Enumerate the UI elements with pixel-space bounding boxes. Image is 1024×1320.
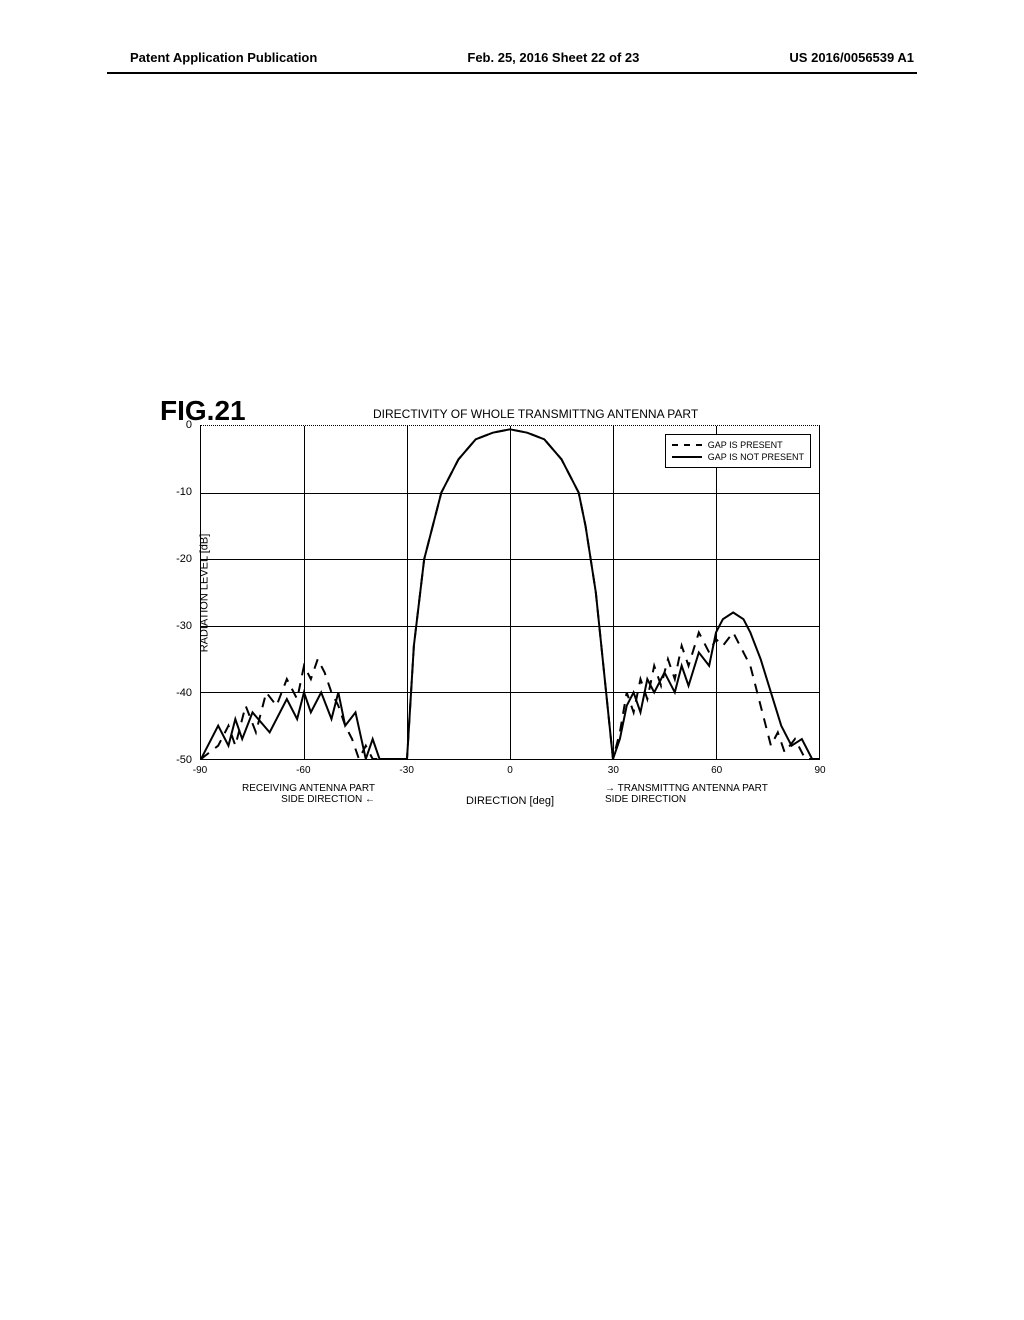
curve-gap-present xyxy=(201,429,819,759)
chart-curves xyxy=(201,426,819,759)
header-left: Patent Application Publication xyxy=(130,50,317,65)
y-tick-label: -10 xyxy=(176,486,192,498)
header-divider xyxy=(107,72,917,74)
legend-label: GAP IS NOT PRESENT xyxy=(708,452,804,462)
x-tick-label: -60 xyxy=(296,765,310,776)
chart-title: DIRECTIVITY OF WHOLE TRANSMITTNG ANTENNA… xyxy=(373,407,698,421)
header-center: Feb. 25, 2016 Sheet 22 of 23 xyxy=(467,50,639,65)
x-sublabel-left: RECEIVING ANTENNA PART SIDE DIRECTION ← xyxy=(242,783,375,805)
y-tick-label: -40 xyxy=(176,687,192,699)
x-sublabel-right: → TRANSMITTNG ANTENNA PART SIDE DIRECTIO… xyxy=(605,783,768,805)
legend-item: GAP IS NOT PRESENT xyxy=(672,451,804,463)
y-tick-label: -50 xyxy=(176,754,192,766)
x-tick-label: 90 xyxy=(814,765,825,776)
y-tick-label: -30 xyxy=(176,620,192,632)
x-tick-label: -30 xyxy=(399,765,413,776)
chart: GAP IS PRESENT GAP IS NOT PRESENT 0 -10 … xyxy=(200,425,820,760)
page-header: Patent Application Publication Feb. 25, … xyxy=(0,50,1024,65)
arrow-right-icon: → xyxy=(605,783,615,794)
y-axis-label: RADIATION LEVEL [dB] xyxy=(198,533,210,652)
legend-swatch-solid xyxy=(672,456,702,458)
header-right: US 2016/0056539 A1 xyxy=(789,50,914,65)
x-tick-label: 30 xyxy=(608,765,619,776)
figure-label: FIG.21 xyxy=(160,395,246,427)
x-tick-label: 60 xyxy=(711,765,722,776)
x-tick-label: 0 xyxy=(507,765,513,776)
x-sublabel-left-line2: SIDE DIRECTION ← xyxy=(242,794,375,805)
legend-item: GAP IS PRESENT xyxy=(672,439,804,451)
arrow-left-icon: ← xyxy=(365,794,375,805)
x-sublabel-right-line2: SIDE DIRECTION xyxy=(605,794,768,805)
x-sublabel-right-line1: → TRANSMITTNG ANTENNA PART xyxy=(605,783,768,794)
legend-swatch-dashed xyxy=(672,444,702,446)
legend: GAP IS PRESENT GAP IS NOT PRESENT xyxy=(665,434,811,468)
y-tick-label: 0 xyxy=(186,419,192,431)
x-axis-label: DIRECTION [deg] xyxy=(466,795,554,807)
plot-area: GAP IS PRESENT GAP IS NOT PRESENT xyxy=(200,425,820,760)
legend-label: GAP IS PRESENT xyxy=(708,440,783,450)
curve-gap-not-present xyxy=(201,429,819,759)
y-tick-label: -20 xyxy=(176,553,192,565)
x-sublabel-left-line1: RECEIVING ANTENNA PART xyxy=(242,783,375,794)
x-tick-label: -90 xyxy=(193,765,207,776)
